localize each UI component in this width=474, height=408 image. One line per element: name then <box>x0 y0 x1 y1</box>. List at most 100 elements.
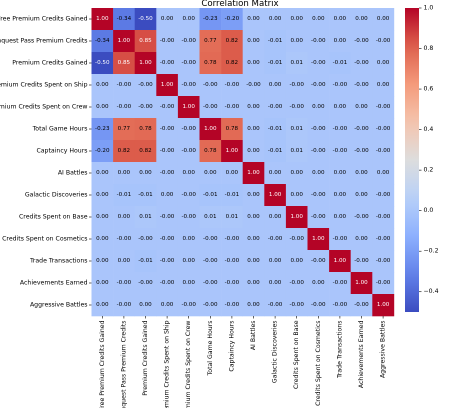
cell-value-label: 0.00 <box>355 104 368 110</box>
x-tick-label: Achievements Earned <box>358 320 365 388</box>
heatmap-cell <box>285 140 308 163</box>
x-tick-label: Captaincy Hours <box>228 321 235 372</box>
heatmap-cell <box>264 96 287 119</box>
cell-value-label: 0.00 <box>334 214 347 220</box>
heatmap-cell <box>221 272 243 295</box>
heatmap-cell <box>156 96 179 119</box>
heatmap-cell <box>199 30 222 53</box>
cell-value-label: -0.01 <box>268 148 283 154</box>
cell-value-label: -0.01 <box>333 60 348 66</box>
heatmap-cell <box>221 52 243 75</box>
heatmap-cell <box>134 184 157 207</box>
cell-value-label: 0.00 <box>247 302 260 308</box>
cell-value-label: -0.00 <box>289 302 304 308</box>
heatmap-cell <box>113 140 135 163</box>
cell-value-label: 0.00 <box>139 302 152 308</box>
heatmap-cell <box>372 250 395 273</box>
heatmap-cell <box>113 96 135 119</box>
cell-value-label: 0.00 <box>96 192 109 198</box>
heatmap-cell <box>329 250 351 273</box>
heatmap-cell <box>264 8 287 31</box>
heatmap-cell <box>329 118 351 141</box>
cell-value-label: 0.00 <box>226 170 239 176</box>
cell-value-label: 0.00 <box>377 16 390 22</box>
cell-value-label: -0.00 <box>376 192 391 198</box>
heatmap-cell <box>156 228 179 251</box>
heatmap-cell <box>264 250 287 273</box>
heatmap-cell <box>156 30 179 53</box>
heatmap-cell <box>242 272 265 295</box>
cell-value-label: -0.00 <box>376 280 391 286</box>
heatmap-cell <box>307 74 330 97</box>
cell-value-label: 0.78 <box>226 126 239 132</box>
cell-value-label: -0.00 <box>181 60 196 66</box>
heatmap-cell <box>177 228 200 251</box>
cell-value-label: 0.78 <box>204 148 217 154</box>
cell-value-label: 0.00 <box>118 258 131 264</box>
cell-value-label: -0.00 <box>376 148 391 154</box>
cell-value-label: -0.00 <box>160 148 175 154</box>
x-tick-label: AI Battles <box>250 321 257 351</box>
cell-value-label: 0.78 <box>204 60 217 66</box>
heatmap-cell <box>350 118 373 141</box>
heatmap-cell <box>264 162 287 185</box>
x-tick-label: Credits Spent on Base <box>293 320 300 389</box>
cell-value-label: -0.00 <box>138 280 153 286</box>
heatmap-cell <box>307 294 330 317</box>
cell-value-label: 0.00 <box>334 38 347 44</box>
heatmap-cell <box>177 250 200 273</box>
cell-value-label: -0.00 <box>160 60 175 66</box>
cell-value-label: -0.01 <box>138 192 153 198</box>
heatmap-cell <box>221 162 243 185</box>
heatmap-cell <box>91 140 114 163</box>
cell-value-label: 0.00 <box>247 16 260 22</box>
cell-value-label: -0.00 <box>138 236 153 242</box>
cell-value-label: -0.00 <box>376 104 391 110</box>
cell-value-label: 0.00 <box>269 170 282 176</box>
cell-value-label: 0.00 <box>355 170 368 176</box>
heatmap-cell <box>177 118 200 141</box>
x-tick-label: Total Game Hours <box>207 321 214 377</box>
heatmap-cell <box>329 140 351 163</box>
heatmap-cell <box>329 184 351 207</box>
y-tick-label: Premium Credits Gained <box>12 60 87 67</box>
heatmap-cell <box>285 162 308 185</box>
heatmap-cell <box>91 162 114 185</box>
cell-value-label: -0.00 <box>311 214 326 220</box>
heatmap-cell <box>156 294 179 317</box>
cell-value-label: 0.00 <box>247 192 260 198</box>
heatmap-cell <box>221 118 243 141</box>
heatmap-cell <box>350 184 373 207</box>
heatmap-cell <box>91 74 114 97</box>
cell-value-label: -0.01 <box>203 192 218 198</box>
heatmap-cell <box>242 162 265 185</box>
cell-value-label: -0.00 <box>225 104 240 110</box>
cell-value-label: 0.00 <box>118 170 131 176</box>
heatmap-cell <box>221 74 243 97</box>
y-tick-label: Achievements Earned <box>20 280 88 287</box>
heatmap-cell <box>350 272 373 295</box>
cell-value-label: -0.00 <box>117 104 132 110</box>
heatmap-cell <box>285 294 308 317</box>
cell-value-label: -0.00 <box>354 148 369 154</box>
cell-value-label: 1.00 <box>247 170 260 176</box>
cell-value-label: 0.85 <box>139 38 152 44</box>
cell-value-label: 0.00 <box>290 258 303 264</box>
x-tick-label: Free Premium Credits Gained <box>99 320 106 408</box>
cell-value-label: -0.00 <box>311 148 326 154</box>
cell-value-label: 0.00 <box>269 280 282 286</box>
cell-value-label: 0.00 <box>247 60 260 66</box>
cell-value-label: 0.01 <box>290 148 303 154</box>
cell-value-label: 0.82 <box>139 148 151 154</box>
heatmap-cell <box>199 8 222 31</box>
cell-value-label: -0.00 <box>354 38 369 44</box>
heatmap-cell <box>134 8 157 31</box>
y-tick-label: Premium Credits Spent on Crew <box>0 104 88 111</box>
heatmap-cell <box>199 96 222 119</box>
colorbar-tick-label: 1.0 <box>424 5 434 12</box>
cell-value-label: -0.00 <box>203 258 218 264</box>
heatmap-cell <box>242 96 265 119</box>
heatmap-cell <box>350 74 373 97</box>
cell-value-label: 0.00 <box>182 170 195 176</box>
heatmap-cell <box>134 228 157 251</box>
